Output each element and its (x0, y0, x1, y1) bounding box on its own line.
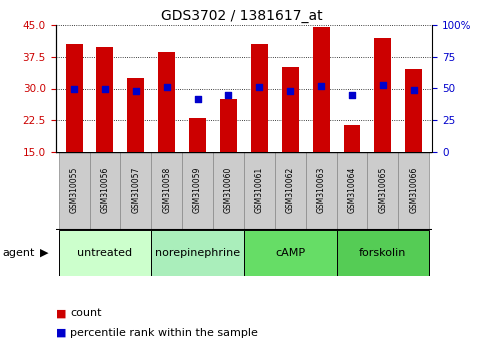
Text: untreated: untreated (77, 248, 132, 258)
Point (256, 84, 263, 90)
Bar (66, 44, 83, 152)
Text: GSM310066: GSM310066 (409, 166, 418, 213)
Bar (213, 152, 244, 230)
Text: forskolin: forskolin (359, 248, 407, 258)
Bar (128, 78, 144, 152)
Text: cAMP: cAMP (275, 248, 305, 258)
Point (286, 88, 294, 94)
Bar (151, 152, 182, 230)
Bar (189, 118, 206, 152)
Text: GSM310065: GSM310065 (378, 166, 387, 213)
Bar (151, 230, 244, 276)
Text: ■: ■ (56, 328, 66, 338)
Point (163, 84, 170, 90)
Point (348, 92, 356, 98)
Bar (220, 99, 237, 152)
Text: ■: ■ (56, 308, 66, 318)
Bar (282, 67, 298, 152)
Text: agent: agent (2, 248, 35, 258)
Bar (58, 152, 89, 230)
Bar (182, 152, 213, 230)
Text: ▶: ▶ (40, 248, 48, 258)
Bar (405, 69, 422, 152)
Bar (97, 47, 114, 152)
Text: GSM310061: GSM310061 (255, 166, 264, 213)
Text: GDS3702 / 1381617_at: GDS3702 / 1381617_at (161, 9, 322, 23)
Text: GSM310057: GSM310057 (131, 166, 141, 213)
Bar (337, 152, 368, 230)
Bar (158, 52, 175, 152)
Text: norepinephrine: norepinephrine (155, 248, 240, 258)
Text: GSM310064: GSM310064 (347, 166, 356, 213)
Bar (89, 152, 120, 230)
Bar (244, 230, 337, 276)
Bar (251, 44, 268, 152)
Bar (120, 152, 151, 230)
Point (225, 92, 232, 98)
Text: GSM310063: GSM310063 (317, 166, 326, 213)
Text: percentile rank within the sample: percentile rank within the sample (70, 328, 258, 338)
Bar (368, 152, 398, 230)
Point (379, 82, 387, 87)
Text: GSM310059: GSM310059 (193, 166, 202, 213)
Point (317, 83, 325, 89)
Bar (374, 38, 391, 152)
Bar (398, 152, 429, 230)
Bar (313, 27, 329, 152)
Text: GSM310056: GSM310056 (100, 166, 110, 213)
Text: count: count (70, 308, 101, 318)
Point (70, 86, 78, 91)
Text: GSM310062: GSM310062 (286, 166, 295, 213)
Bar (58, 230, 151, 276)
Text: GSM310055: GSM310055 (70, 166, 79, 213)
Text: GSM310060: GSM310060 (224, 166, 233, 213)
Bar (343, 125, 360, 152)
Point (101, 86, 109, 91)
Bar (306, 152, 337, 230)
Text: GSM310058: GSM310058 (162, 166, 171, 213)
Point (194, 96, 201, 102)
Bar (244, 152, 275, 230)
Bar (275, 152, 306, 230)
Point (132, 88, 140, 94)
Point (410, 87, 418, 93)
Bar (337, 230, 429, 276)
